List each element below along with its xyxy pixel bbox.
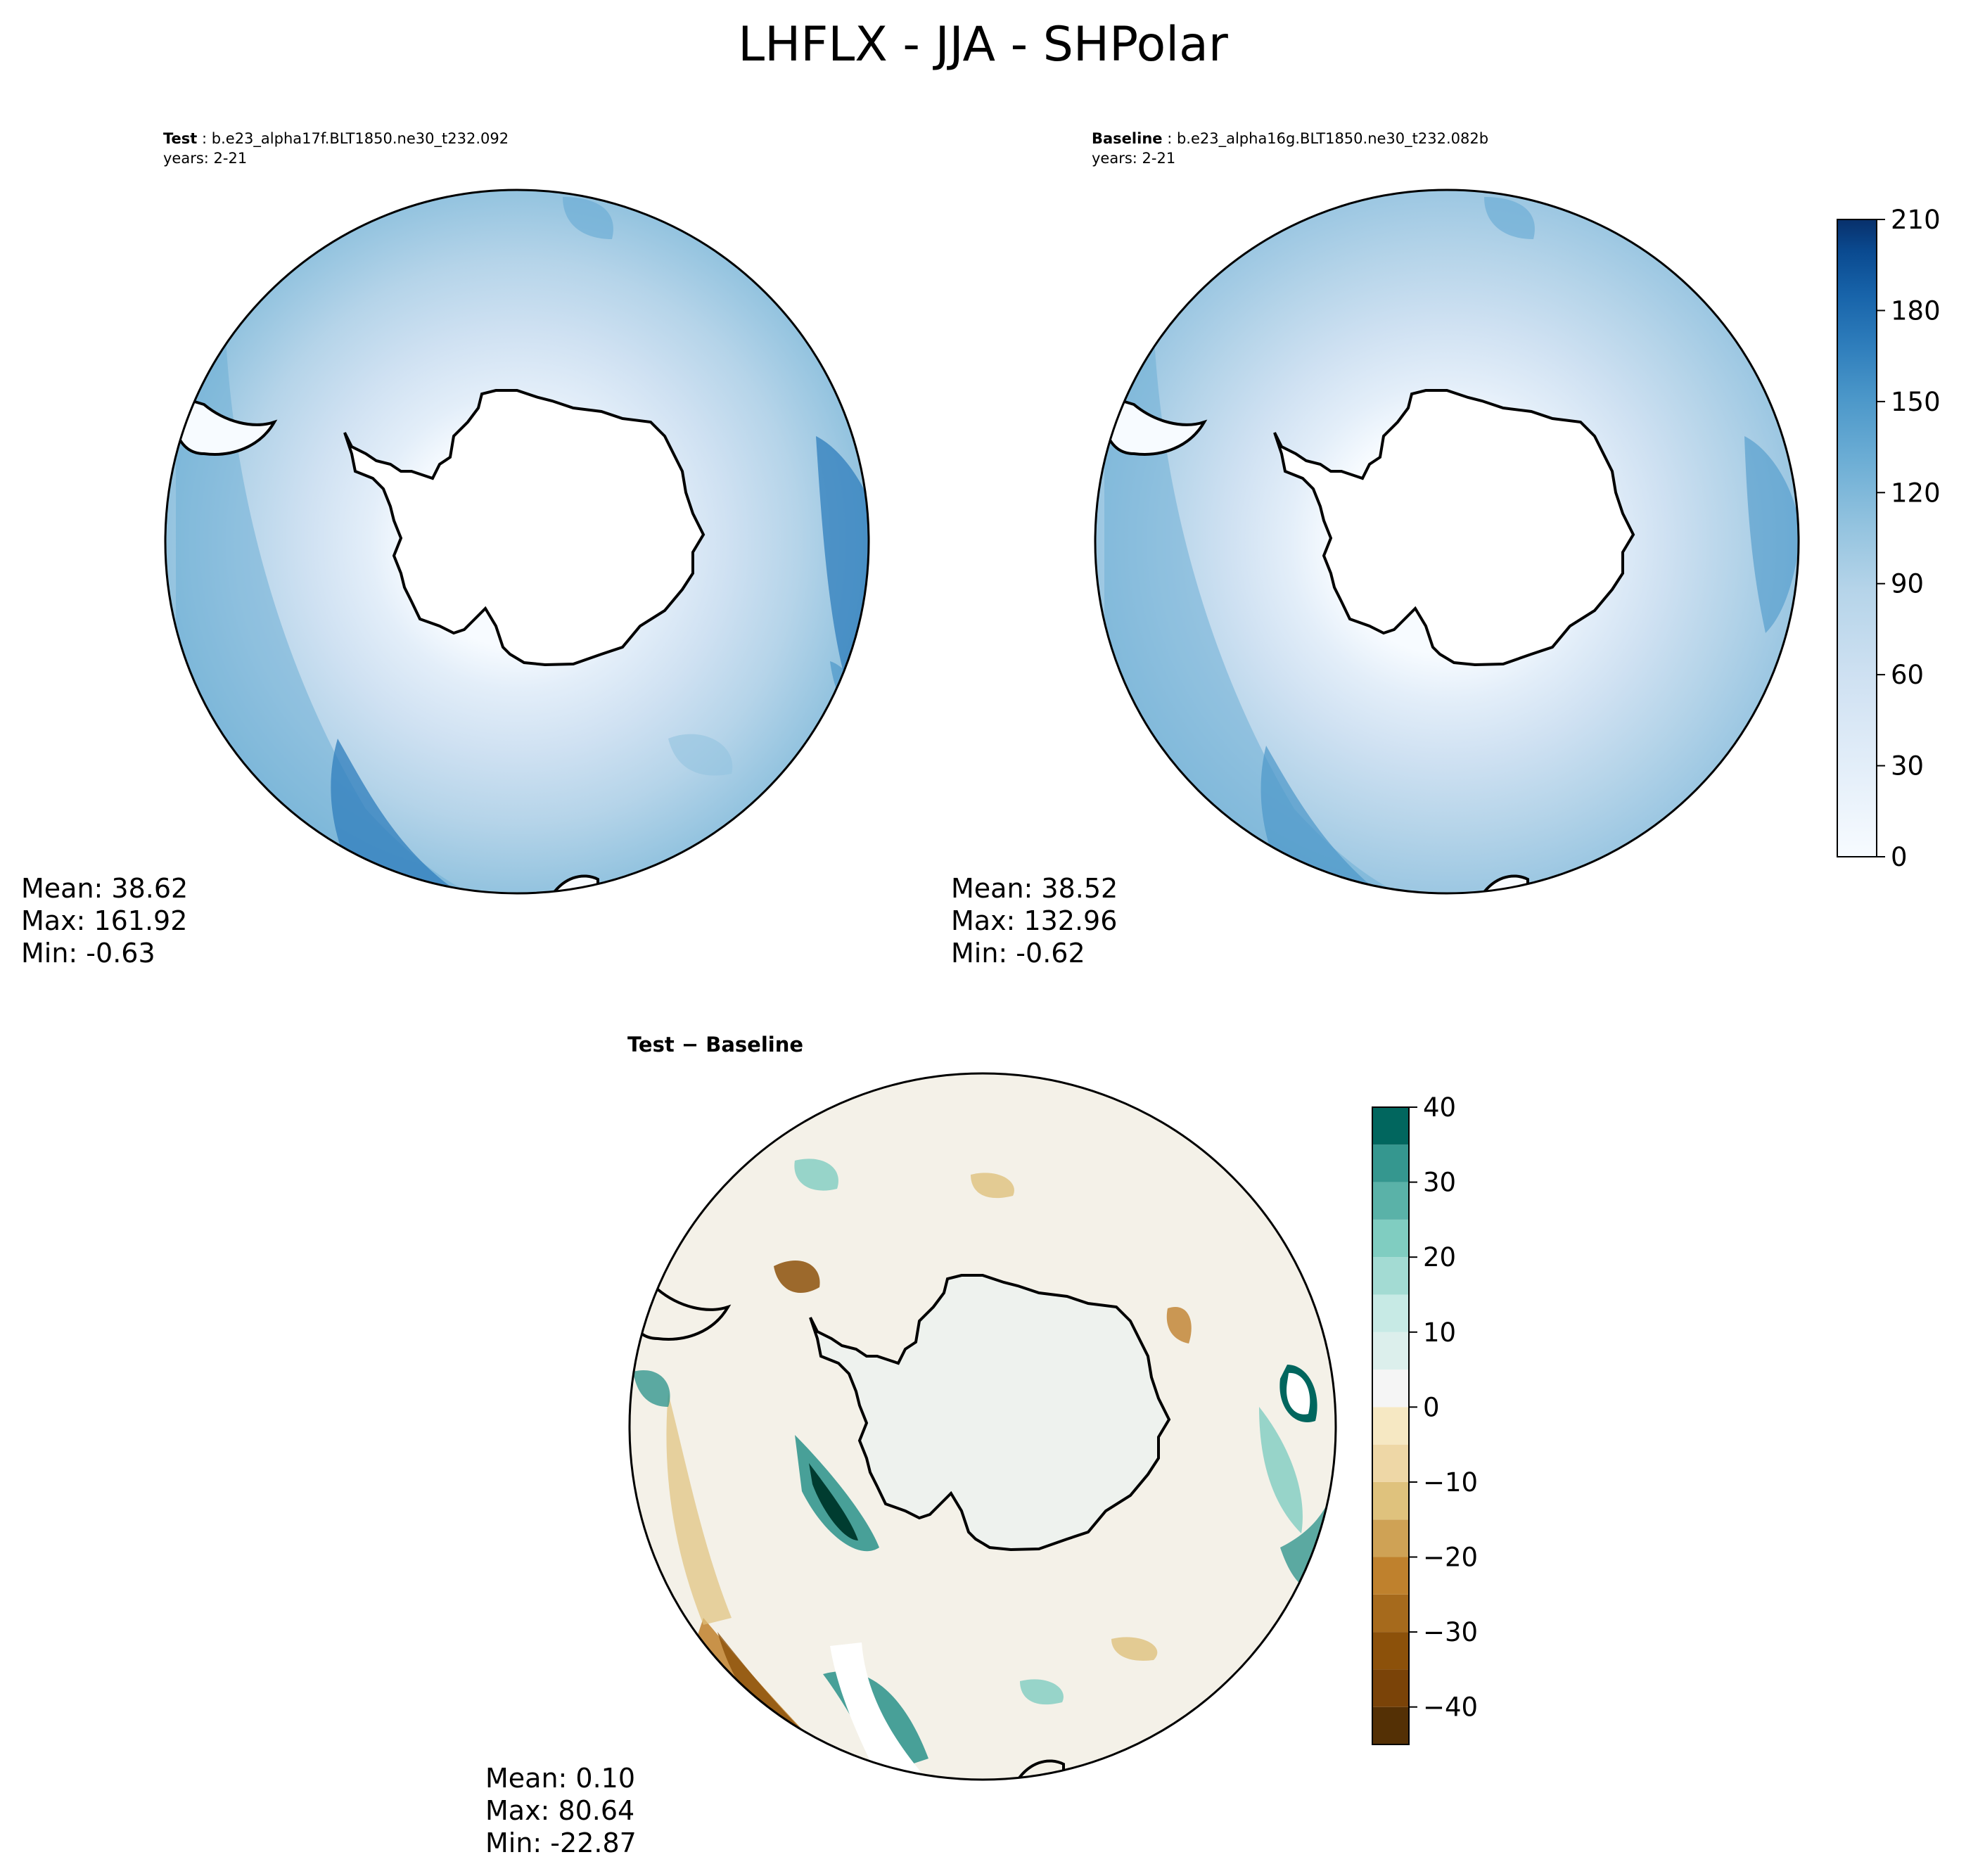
colorbar-blues-tick-label: 120 xyxy=(1891,478,1941,508)
colorbar-brbg-tick-label: 30 xyxy=(1423,1168,1456,1198)
baseline-separator: : xyxy=(1162,130,1177,147)
test-map xyxy=(164,189,870,895)
colorbar-brbg-tick-label: −10 xyxy=(1423,1467,1478,1498)
test-min: Min: -0.63 xyxy=(21,938,155,969)
baseline-max: Max: 132.96 xyxy=(951,905,1118,936)
colorbar-brbg-tick-label: 10 xyxy=(1423,1317,1456,1348)
baseline-years: years: 2-21 xyxy=(1092,150,1176,167)
colorbar-blues-tick-label: 210 xyxy=(1891,205,1941,235)
test-mean: Mean: 38.62 xyxy=(21,873,189,904)
colorbar-brbg-band xyxy=(1372,1182,1409,1220)
colorbar-blues-tick-label: 90 xyxy=(1891,569,1924,599)
colorbar-blues: 0 30 60 90 120 150 180 210 xyxy=(1837,205,1941,872)
test-header: Test : b.e23_alpha17f.BLT1850.ne30_t232.… xyxy=(163,129,509,168)
test-antarctica-outline xyxy=(343,389,706,667)
difference-title-baseline: Baseline xyxy=(706,1033,804,1057)
colorbar-brbg-band xyxy=(1372,1669,1409,1707)
colorbar-brbg-frame xyxy=(1372,1106,1410,1745)
colorbar-brbg-band xyxy=(1372,1257,1409,1295)
colorbar-brbg-band xyxy=(1372,1481,1409,1520)
colorbar-blues-bar xyxy=(1837,219,1877,857)
colorbar-brbg-band xyxy=(1372,1370,1409,1408)
test-max: Max: 161.92 xyxy=(21,905,188,936)
difference-antarctica-outline xyxy=(809,1274,1171,1552)
difference-map-features xyxy=(630,1159,1336,1780)
colorbar-brbg-band xyxy=(1372,1557,1409,1595)
colorbar-blues-tick-label: 30 xyxy=(1891,751,1924,781)
colorbar-brbg-tick-label: 20 xyxy=(1423,1242,1456,1272)
colorbar-brbg-band xyxy=(1372,1519,1409,1557)
difference-min: Min: -22.87 xyxy=(485,1827,637,1858)
test-stats: Mean: 38.62 Max: 161.92 Min: -0.63 xyxy=(21,872,188,969)
test-case: b.e23_alpha17f.BLT1850.ne30_t232.092 xyxy=(211,130,509,147)
colorbar-brbg-tick-label: −40 xyxy=(1423,1692,1478,1723)
colorbar-brbg-tick-label: −30 xyxy=(1423,1617,1478,1647)
difference-title-minus: − xyxy=(674,1033,706,1057)
colorbar-brbg-band xyxy=(1372,1107,1409,1145)
colorbar-brbg-tick-label: 40 xyxy=(1423,1092,1456,1123)
colorbar-brbg-band xyxy=(1372,1706,1409,1744)
colorbar-brbg-band xyxy=(1372,1594,1409,1633)
test-separator: : xyxy=(197,130,212,147)
figure-title: LHFLX - JJA - SHPolar xyxy=(738,17,1228,72)
baseline-case: b.e23_alpha16g.BLT1850.ne30_t232.082b xyxy=(1176,130,1489,147)
colorbar-brbg-band xyxy=(1372,1332,1409,1370)
baseline-map-border xyxy=(1094,189,1800,895)
difference-max: Max: 80.64 xyxy=(485,1795,635,1826)
colorbar-brbg-ticks: −40 −30 −20 −10 0 10 20 30 40 xyxy=(1409,1092,1478,1723)
baseline-stats: Mean: 38.52 Max: 132.96 Min: -0.62 xyxy=(951,872,1118,969)
baseline-mean: Mean: 38.52 xyxy=(951,873,1118,904)
baseline-min: Min: -0.62 xyxy=(951,938,1085,969)
colorbar-blues-tick-label: 60 xyxy=(1891,660,1924,690)
baseline-map xyxy=(1094,189,1800,895)
colorbar-brbg-bands xyxy=(1372,1107,1409,1744)
baseline-antarctica-outline xyxy=(1273,389,1635,667)
colorbar-brbg-band xyxy=(1372,1144,1409,1182)
difference-mean: Mean: 0.10 xyxy=(485,1763,636,1794)
colorbar-blues-tick-label: 150 xyxy=(1891,387,1941,417)
test-label: Test xyxy=(163,130,198,147)
colorbar-brbg: −40 −30 −20 −10 0 10 20 30 40 xyxy=(1372,1092,1478,1745)
difference-stats: Mean: 0.10 Max: 80.64 Min: -22.87 xyxy=(485,1762,637,1859)
colorbar-brbg-tick-label: −20 xyxy=(1423,1543,1478,1573)
baseline-label: Baseline xyxy=(1092,130,1163,147)
colorbar-brbg-band xyxy=(1372,1294,1409,1332)
difference-map xyxy=(628,1072,1337,1781)
colorbar-blues-tick-label: 0 xyxy=(1891,842,1908,872)
colorbar-blues-tick-label: 180 xyxy=(1891,295,1941,326)
difference-map-border xyxy=(628,1072,1337,1781)
difference-title-test: Test xyxy=(627,1033,675,1057)
baseline-header: Baseline : b.e23_alpha16g.BLT1850.ne30_t… xyxy=(1092,129,1488,168)
colorbar-blues-ticks: 0 30 60 90 120 150 180 210 xyxy=(1877,205,1941,872)
colorbar-brbg-band xyxy=(1372,1219,1409,1258)
colorbar-brbg-band xyxy=(1372,1632,1409,1670)
colorbar-brbg-band xyxy=(1372,1407,1409,1445)
colorbar-brbg-band xyxy=(1372,1444,1409,1482)
test-map-border xyxy=(164,189,870,895)
colorbar-brbg-tick-label: 0 xyxy=(1423,1392,1440,1422)
difference-title: Test − Baseline xyxy=(627,1033,803,1057)
test-years: years: 2-21 xyxy=(163,150,248,167)
